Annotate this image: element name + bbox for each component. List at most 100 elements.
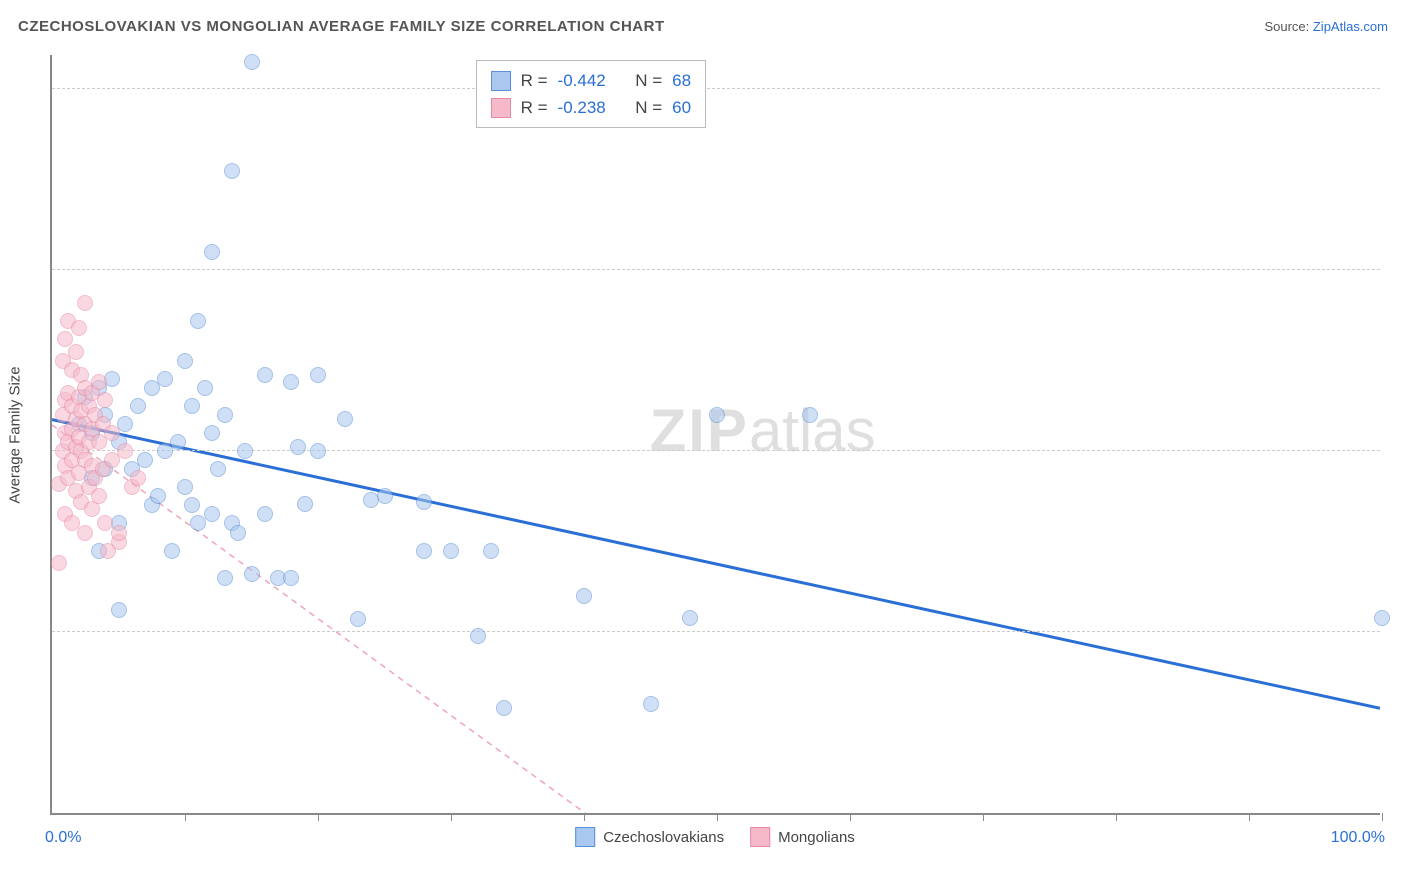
page-title: CZECHOSLOVAKIAN VS MONGOLIAN AVERAGE FAM… bbox=[18, 18, 665, 35]
gridline bbox=[52, 88, 1380, 89]
data-point bbox=[111, 602, 127, 618]
r-label: R = bbox=[521, 94, 548, 121]
n-label: N = bbox=[635, 67, 662, 94]
data-point bbox=[290, 439, 306, 455]
x-tick bbox=[1116, 813, 1117, 821]
chart-area: ZIPatlas 2.003.004.005.00 Average Family… bbox=[50, 55, 1380, 815]
data-point bbox=[117, 416, 133, 432]
data-point bbox=[244, 54, 260, 70]
data-point bbox=[283, 374, 299, 390]
n-value: 68 bbox=[672, 67, 691, 94]
x-axis-min-label: 0.0% bbox=[45, 829, 81, 847]
data-point bbox=[217, 407, 233, 423]
data-point bbox=[802, 407, 818, 423]
data-point bbox=[157, 371, 173, 387]
data-point bbox=[91, 488, 107, 504]
data-point bbox=[164, 543, 180, 559]
data-point bbox=[204, 244, 220, 260]
data-point bbox=[91, 374, 107, 390]
data-point bbox=[257, 367, 273, 383]
stats-row: R = -0.442 N = 68 bbox=[491, 67, 691, 94]
r-label: R = bbox=[521, 67, 548, 94]
data-point bbox=[283, 570, 299, 586]
bottom-legend: Czechoslovakians Mongolians bbox=[575, 827, 855, 847]
x-tick bbox=[584, 813, 585, 821]
x-tick bbox=[717, 813, 718, 821]
data-point bbox=[77, 525, 93, 541]
y-tick-label: 4.00 bbox=[1385, 261, 1406, 279]
x-tick bbox=[850, 813, 851, 821]
legend-swatch bbox=[491, 71, 511, 91]
data-point bbox=[224, 163, 240, 179]
data-point bbox=[483, 543, 499, 559]
data-point bbox=[496, 700, 512, 716]
legend-swatch bbox=[491, 98, 511, 118]
r-value: -0.238 bbox=[558, 94, 606, 121]
data-point bbox=[204, 506, 220, 522]
data-point bbox=[217, 570, 233, 586]
source-link[interactable]: ZipAtlas.com bbox=[1313, 19, 1388, 34]
y-tick-label: 5.00 bbox=[1385, 80, 1406, 98]
data-point bbox=[117, 443, 133, 459]
data-point bbox=[416, 543, 432, 559]
legend-label: Mongolians bbox=[778, 829, 855, 846]
data-point bbox=[177, 353, 193, 369]
x-tick bbox=[318, 813, 319, 821]
data-point bbox=[104, 425, 120, 441]
x-axis-max-label: 100.0% bbox=[1331, 829, 1385, 847]
data-point bbox=[576, 588, 592, 604]
data-point bbox=[150, 488, 166, 504]
x-tick bbox=[1249, 813, 1250, 821]
data-point bbox=[244, 566, 260, 582]
data-point bbox=[643, 696, 659, 712]
y-axis-label: Average Family Size bbox=[7, 366, 24, 503]
data-point bbox=[77, 295, 93, 311]
data-point bbox=[177, 479, 193, 495]
n-value: 60 bbox=[672, 94, 691, 121]
data-point bbox=[137, 452, 153, 468]
source-label: Source: ZipAtlas.com bbox=[1264, 19, 1388, 34]
data-point bbox=[470, 628, 486, 644]
data-point bbox=[97, 392, 113, 408]
plot-region: ZIPatlas 2.003.004.005.00 bbox=[50, 55, 1380, 815]
data-point bbox=[190, 313, 206, 329]
data-point bbox=[310, 367, 326, 383]
data-point bbox=[443, 543, 459, 559]
y-tick-label: 2.00 bbox=[1385, 623, 1406, 641]
n-label: N = bbox=[635, 94, 662, 121]
data-point bbox=[257, 506, 273, 522]
data-point bbox=[71, 320, 87, 336]
data-point bbox=[230, 525, 246, 541]
data-point bbox=[682, 610, 698, 626]
stats-box: R = -0.442 N = 68 R = -0.238 N = 60 bbox=[476, 60, 706, 128]
data-point bbox=[197, 380, 213, 396]
data-point bbox=[204, 425, 220, 441]
data-point bbox=[68, 344, 84, 360]
data-point bbox=[130, 398, 146, 414]
legend-label: Czechoslovakians bbox=[603, 829, 724, 846]
x-tick bbox=[983, 813, 984, 821]
trend-lines bbox=[52, 55, 1380, 813]
x-tick bbox=[1382, 813, 1383, 821]
data-point bbox=[337, 411, 353, 427]
data-point bbox=[184, 497, 200, 513]
data-point bbox=[709, 407, 725, 423]
r-value: -0.442 bbox=[558, 67, 606, 94]
data-point bbox=[310, 443, 326, 459]
data-point bbox=[51, 555, 67, 571]
legend-item: Czechoslovakians bbox=[575, 827, 724, 847]
x-tick bbox=[185, 813, 186, 821]
data-point bbox=[377, 488, 393, 504]
data-point bbox=[130, 470, 146, 486]
gridline bbox=[52, 269, 1380, 270]
gridline bbox=[52, 631, 1380, 632]
data-point bbox=[350, 611, 366, 627]
data-point bbox=[1374, 610, 1390, 626]
data-point bbox=[170, 434, 186, 450]
data-point bbox=[184, 398, 200, 414]
stats-row: R = -0.238 N = 60 bbox=[491, 94, 691, 121]
legend-swatch bbox=[575, 827, 595, 847]
y-tick-label: 3.00 bbox=[1385, 442, 1406, 460]
data-point bbox=[416, 494, 432, 510]
legend-item: Mongolians bbox=[750, 827, 855, 847]
